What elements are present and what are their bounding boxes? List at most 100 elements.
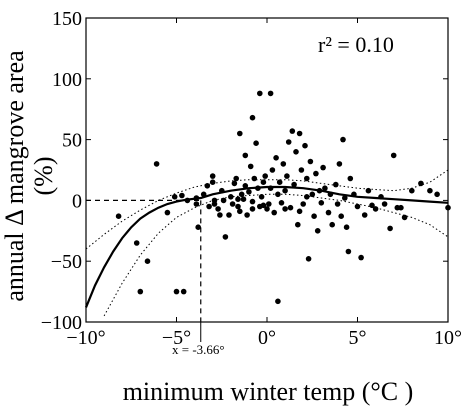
- data-point: [369, 202, 375, 209]
- data-point: [228, 194, 234, 200]
- data-point: [300, 201, 307, 207]
- data-point: [316, 187, 323, 194]
- data-point: [305, 255, 312, 262]
- data-point: [222, 234, 229, 240]
- data-point: [390, 152, 397, 159]
- fit-curve: [84, 185, 449, 308]
- data-point: [184, 197, 191, 204]
- y-axis-title-line2: (%): [29, 157, 58, 196]
- data-point: [361, 212, 368, 218]
- data-point: [209, 173, 216, 179]
- data-point: [313, 170, 319, 177]
- y-tick-label: 150: [52, 8, 82, 30]
- data-point: [291, 181, 297, 188]
- data-point: [231, 180, 238, 187]
- plot-frame: [85, 17, 449, 323]
- data-point: [314, 228, 321, 234]
- data-point: [298, 167, 305, 173]
- data-point: [320, 164, 326, 171]
- data-point: [418, 180, 424, 187]
- data-point: [278, 200, 285, 206]
- data-point: [372, 206, 379, 212]
- data-point: [249, 206, 256, 212]
- data-point: [220, 197, 227, 204]
- y-tick-label: −50: [51, 251, 82, 273]
- data-point: [273, 155, 279, 161]
- data-point: [284, 173, 290, 179]
- data-point: [302, 142, 308, 149]
- data-point: [242, 152, 249, 159]
- data-point: [144, 258, 151, 265]
- data-point: [171, 194, 178, 200]
- data-point: [427, 187, 433, 194]
- data-point: [264, 206, 270, 212]
- data-point: [309, 191, 316, 198]
- reference-lines: [86, 199, 202, 342]
- threshold-label: x = -3.66°: [172, 342, 225, 357]
- data-point: [287, 204, 294, 211]
- data-point: [242, 183, 249, 189]
- r-squared-annotation: r² = 0.10: [318, 32, 394, 57]
- data-point: [318, 200, 325, 206]
- data-point: [217, 212, 223, 218]
- data-point: [401, 214, 408, 221]
- data-point: [434, 191, 440, 198]
- data-point: [179, 192, 185, 199]
- data-point: [296, 208, 303, 215]
- data-point: [347, 175, 354, 182]
- data-point: [307, 158, 314, 165]
- data-point: [365, 187, 372, 194]
- data-point: [327, 191, 334, 198]
- x-tick-label: 0°: [258, 327, 276, 349]
- data-point: [238, 191, 245, 198]
- data-point: [271, 209, 278, 216]
- data-point: [351, 191, 357, 198]
- data-point: [240, 196, 247, 202]
- data-point: [275, 191, 281, 198]
- data-point: [244, 212, 250, 218]
- fit-curve-layer: [84, 185, 449, 308]
- data-point: [233, 175, 239, 182]
- data-point: [137, 288, 144, 295]
- axes-frame: [85, 17, 449, 323]
- data-point: [258, 194, 265, 200]
- data-point: [280, 161, 287, 167]
- data-point: [445, 204, 451, 211]
- y-tick-label: −100: [41, 312, 82, 334]
- data-point: [345, 248, 352, 255]
- data-point: [173, 288, 180, 295]
- y-tick-label: 100: [52, 69, 82, 91]
- data-point: [282, 206, 288, 212]
- data-point: [237, 130, 243, 137]
- data-point: [296, 130, 303, 137]
- ci-upper-line: [85, 169, 449, 250]
- x-tick-label: −5°: [162, 327, 191, 349]
- data-point: [267, 185, 274, 191]
- data-point: [235, 203, 241, 210]
- y-tick-label: 0: [72, 190, 82, 212]
- x-tick-label: −10°: [66, 327, 105, 349]
- x-tick-label: 5°: [349, 327, 367, 349]
- data-point: [275, 298, 281, 305]
- data-point: [257, 90, 263, 97]
- data-point: [381, 201, 388, 207]
- data-point: [249, 114, 256, 121]
- data-point: [153, 161, 160, 167]
- data-point: [229, 201, 236, 207]
- data-point: [282, 187, 288, 194]
- data-point: [193, 195, 200, 201]
- data-point: [133, 240, 140, 246]
- data-point: [269, 167, 276, 173]
- data-point: [398, 204, 404, 211]
- data-point: [211, 197, 218, 204]
- x-tick-label: 10°: [434, 327, 462, 349]
- data-point: [304, 175, 310, 182]
- data-point: [378, 194, 384, 200]
- data-point: [249, 198, 256, 205]
- data-point: [267, 90, 274, 97]
- data-point: [180, 288, 187, 295]
- data-point: [193, 201, 200, 207]
- data-point: [285, 139, 292, 145]
- y-axis-title-line1: annual Δ mangrove area: [0, 50, 29, 302]
- y-tick-label: 50: [62, 130, 82, 152]
